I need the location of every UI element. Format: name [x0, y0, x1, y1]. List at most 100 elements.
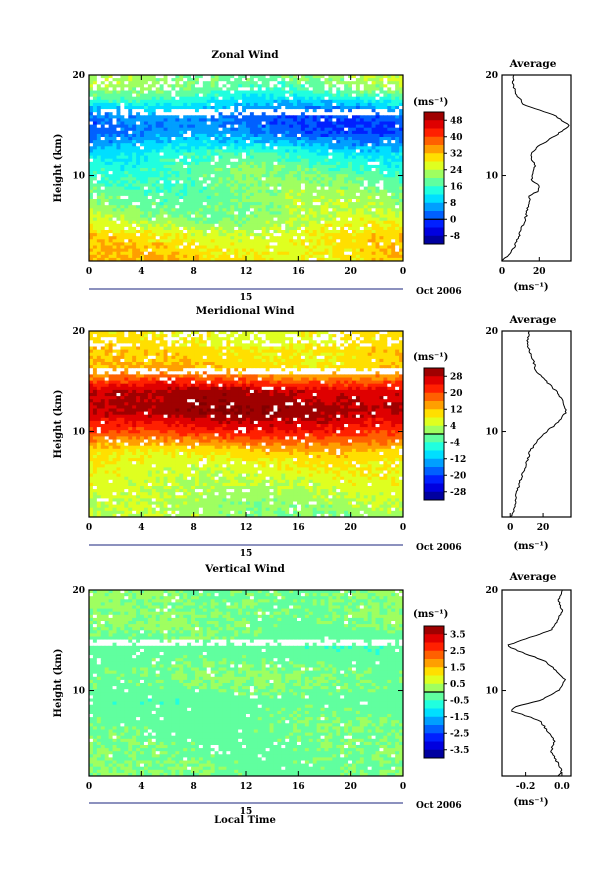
heatmap-cell	[285, 223, 290, 228]
heatmap-cell	[351, 164, 357, 169]
heatmap-cell	[249, 331, 255, 335]
heatmap-cell	[175, 233, 180, 237]
heatmap-cell	[273, 121, 278, 126]
heatmap-cell	[399, 257, 403, 261]
heatmap-cell	[312, 189, 318, 194]
heatmap-cell	[140, 87, 145, 92]
heatmap-cell	[391, 220, 396, 225]
heatmap-cell	[163, 124, 169, 129]
heatmap-cell	[355, 257, 361, 261]
heatmap-cell	[151, 233, 157, 237]
heatmap-cell	[202, 78, 208, 82]
heatmap-cell	[120, 168, 125, 172]
heatmap-cell	[391, 214, 396, 219]
heatmap-cell	[89, 149, 94, 154]
heatmap-cell	[234, 236, 239, 240]
heatmap-cell	[249, 242, 255, 247]
heatmap-cell	[289, 208, 294, 212]
heatmap-cell	[191, 171, 196, 175]
heatmap-cell	[140, 109, 145, 113]
heatmap-cell	[375, 245, 381, 250]
heatmap-cell	[187, 251, 192, 256]
heatmap-cell	[304, 195, 310, 200]
heatmap-cell	[293, 84, 298, 88]
heatmap-cell	[348, 220, 353, 225]
heatmap-cell	[151, 109, 157, 113]
heatmap-cell	[104, 202, 110, 206]
heatmap-cell	[304, 87, 310, 92]
heatmap-cell	[100, 226, 106, 231]
heatmap-cell	[202, 199, 208, 203]
heatmap-cell	[246, 205, 251, 209]
heatmap-cell	[183, 192, 188, 197]
heatmap-cell	[179, 248, 184, 253]
heatmap-cell	[198, 143, 204, 147]
heatmap-cell	[202, 93, 208, 98]
heatmap-cell	[104, 230, 110, 234]
heatmap-cell	[308, 99, 314, 104]
heatmap-cell	[132, 211, 137, 216]
heatmap-cell	[242, 161, 247, 166]
heatmap-cell	[163, 75, 169, 79]
heatmap-cell	[253, 140, 259, 144]
heatmap-cell	[387, 130, 392, 135]
heatmap-cell	[308, 245, 314, 250]
heatmap-cell	[234, 183, 239, 188]
heatmap-cell	[363, 214, 369, 219]
heatmap-cell	[332, 251, 337, 256]
heatmap-cell	[375, 208, 381, 212]
heatmap-cell	[226, 186, 231, 191]
heatmap-cell	[265, 106, 271, 110]
heatmap-cell	[147, 217, 153, 222]
heatmap-cell	[320, 226, 326, 231]
heatmap-cell	[363, 226, 369, 231]
heatmap-cell	[293, 137, 298, 141]
heatmap-cell	[375, 75, 381, 79]
heatmap-cell	[191, 140, 196, 144]
heatmap-cell	[289, 186, 294, 191]
heatmap-cell	[387, 230, 392, 234]
heatmap-cell	[300, 230, 306, 234]
heatmap-cell	[246, 93, 251, 98]
heatmap-cell	[375, 202, 381, 206]
heatmap-cell	[348, 106, 353, 110]
heatmap-cell	[163, 226, 169, 231]
heatmap-cell	[316, 112, 322, 116]
heatmap-cell	[265, 251, 271, 256]
heatmap-cell	[183, 78, 188, 82]
heatmap-cell	[218, 146, 224, 150]
heatmap-cell	[100, 121, 106, 126]
heatmap-cell	[371, 239, 377, 243]
heatmap-cell	[194, 155, 200, 160]
heatmap-cell	[238, 251, 243, 256]
heatmap-cell	[218, 137, 224, 141]
heatmap-cell	[163, 99, 169, 104]
heatmap-cell	[320, 155, 326, 160]
heatmap-cell	[210, 112, 216, 116]
heatmap-cell	[191, 245, 196, 250]
heatmap-cell	[163, 127, 169, 132]
heatmap-cell	[151, 124, 157, 129]
heatmap-cell	[89, 199, 94, 203]
heatmap-cell	[312, 226, 318, 231]
heatmap-cell	[112, 109, 118, 113]
heatmap-cell	[308, 84, 314, 88]
heatmap-cell	[257, 211, 263, 216]
heatmap-cell	[143, 99, 149, 104]
heatmap-cell	[238, 118, 243, 123]
heatmap-cell	[171, 189, 176, 194]
heatmap-cell	[238, 220, 243, 225]
heatmap-cell	[300, 239, 306, 243]
heatmap-cell	[242, 112, 247, 116]
heatmap-cell	[391, 161, 396, 166]
heatmap-cell	[132, 242, 137, 247]
heatmap-cell	[340, 87, 345, 92]
heatmap-cell	[340, 254, 345, 259]
heatmap-cell	[108, 183, 114, 188]
heatmap-cell	[171, 217, 176, 222]
heatmap-cell	[128, 121, 133, 126]
heatmap-cell	[89, 217, 94, 222]
heatmap-cell	[391, 189, 396, 194]
